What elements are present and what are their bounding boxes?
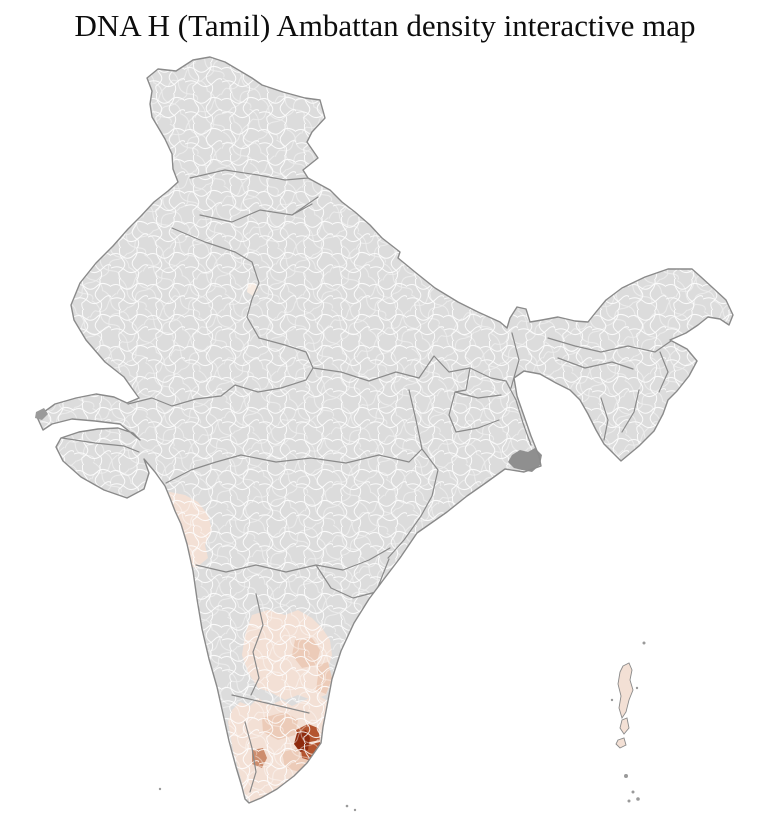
- island-little[interactable]: [615, 737, 627, 749]
- west-islet[interactable]: [35, 408, 48, 420]
- islet-dot[interactable]: [158, 787, 162, 791]
- island-main-mid[interactable]: [619, 717, 630, 735]
- islet-dot[interactable]: [610, 698, 614, 702]
- islet-dot[interactable]: [345, 804, 349, 808]
- island-main-north[interactable]: [617, 662, 634, 720]
- page-title: DNA H (Tamil) Ambattan density interacti…: [74, 8, 696, 43]
- region-coastal-enclave[interactable]: [317, 757, 322, 763]
- delta-islands-patch[interactable]: [508, 448, 542, 472]
- district-mesh: [37, 57, 733, 803]
- islet-dot[interactable]: [627, 799, 631, 803]
- islet-dot[interactable]: [642, 641, 646, 645]
- islet-dot[interactable]: [624, 774, 628, 778]
- near-shore-specks: [158, 787, 357, 812]
- islet-dot[interactable]: [631, 790, 635, 794]
- islet-dot[interactable]: [636, 797, 640, 801]
- state-borders: [61, 169, 672, 793]
- islet-dot[interactable]: [353, 808, 357, 812]
- island-chain: [610, 641, 646, 803]
- islet-dot[interactable]: [635, 686, 639, 690]
